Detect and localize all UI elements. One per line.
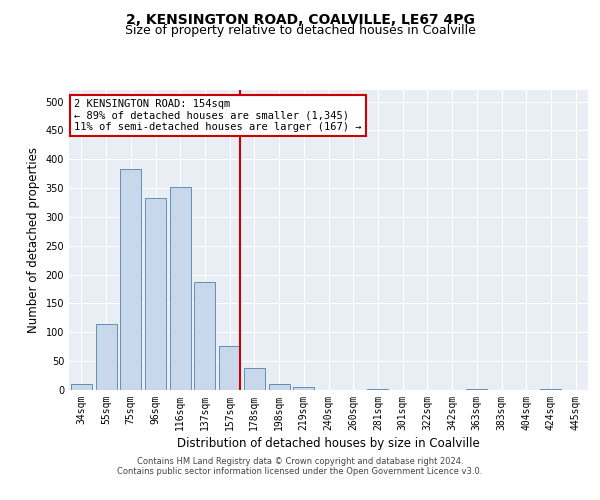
Bar: [170, 187, 191, 390]
Bar: [269, 384, 290, 390]
Bar: [145, 198, 166, 390]
Text: Contains HM Land Registry data © Crown copyright and database right 2024.: Contains HM Land Registry data © Crown c…: [137, 458, 463, 466]
Bar: [120, 169, 141, 390]
Bar: [541, 389, 562, 390]
Bar: [95, 324, 116, 390]
Bar: [219, 346, 240, 390]
Bar: [71, 384, 92, 390]
Text: Size of property relative to detached houses in Coalville: Size of property relative to detached ho…: [125, 24, 475, 37]
Text: Contains public sector information licensed under the Open Government Licence v3: Contains public sector information licen…: [118, 468, 482, 476]
X-axis label: Distribution of detached houses by size in Coalville: Distribution of detached houses by size …: [177, 437, 480, 450]
Y-axis label: Number of detached properties: Number of detached properties: [27, 147, 40, 333]
Text: 2, KENSINGTON ROAD, COALVILLE, LE67 4PG: 2, KENSINGTON ROAD, COALVILLE, LE67 4PG: [125, 12, 475, 26]
Bar: [194, 282, 215, 390]
Text: 2 KENSINGTON ROAD: 154sqm
← 89% of detached houses are smaller (1,345)
11% of se: 2 KENSINGTON ROAD: 154sqm ← 89% of detac…: [74, 99, 362, 132]
Bar: [466, 389, 487, 390]
Bar: [244, 368, 265, 390]
Bar: [293, 386, 314, 390]
